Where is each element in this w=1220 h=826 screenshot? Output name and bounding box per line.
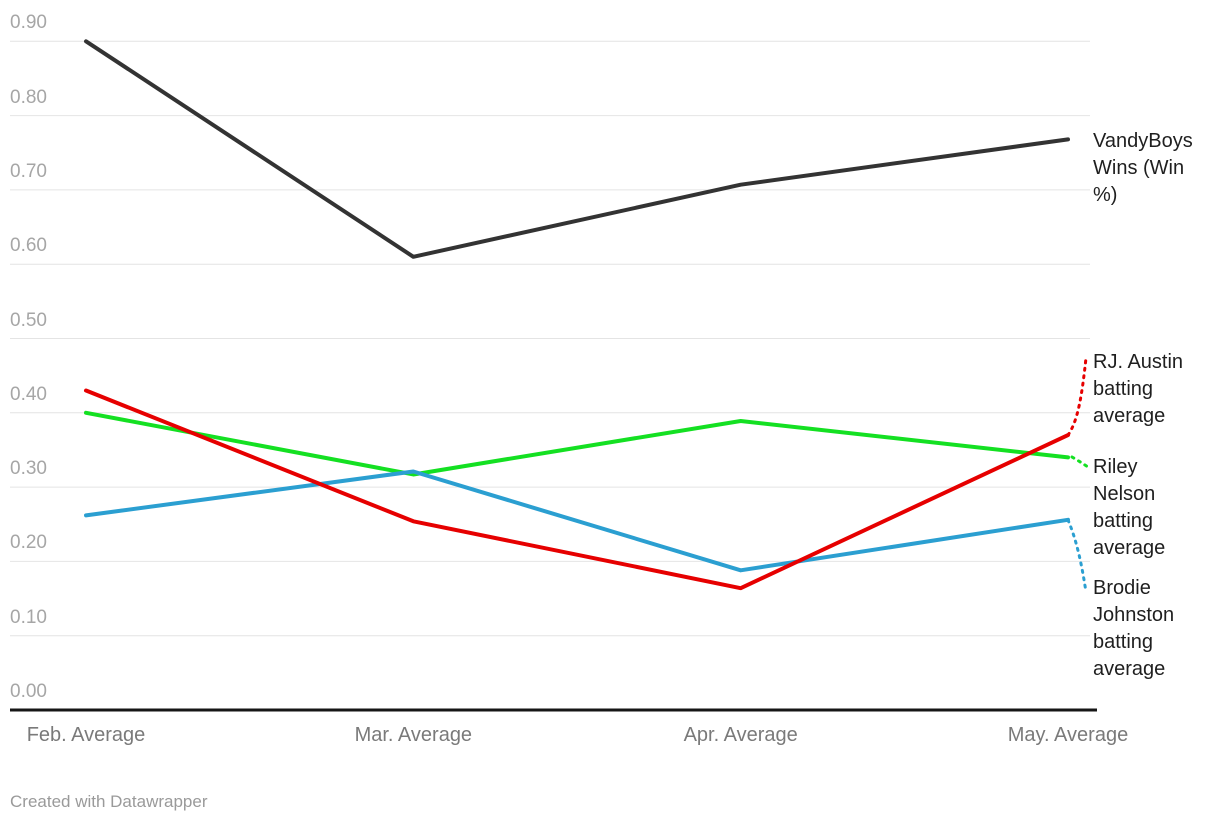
- x-tick-label-mar-average: Mar. Average: [354, 724, 473, 746]
- series-label-line: batting: [1093, 631, 1154, 653]
- series-label-line: average: [1093, 537, 1166, 559]
- y-tick-label-0.40: 0.40: [10, 383, 47, 405]
- series-label-line: Brodie: [1093, 577, 1151, 599]
- y-tick-label-0.20: 0.20: [10, 532, 47, 554]
- x-tick-label-apr-average: Apr. Average: [683, 724, 798, 746]
- y-tick-label-0.80: 0.80: [10, 86, 47, 108]
- series-line-brodie-johnston-batting-average: [84, 469, 1070, 573]
- x-tick-label-feb-average: Feb. Average: [26, 724, 146, 746]
- series-label-line: batting: [1093, 510, 1154, 532]
- leader-line-rj-austin-batting-average: [1066, 356, 1088, 437]
- y-tick-label-0.70: 0.70: [10, 160, 47, 182]
- series-label-brodie-johnston-batting-average: Brodie Johnston batting average: [1093, 575, 1220, 683]
- series-line-riley-nelson-batting-average: [84, 410, 1070, 477]
- series-label-line: average: [1093, 405, 1166, 427]
- series-line-rj-austin-batting-average: [84, 388, 1070, 591]
- attribution-text: Created with Datawrapper: [10, 792, 208, 811]
- series-label-riley-nelson-batting-average: Riley Nelson batting average: [1093, 454, 1220, 562]
- series-label-rj-austin-batting-average: RJ. Austin batting average: [1093, 349, 1220, 430]
- y-tick-label-0.60: 0.60: [10, 235, 47, 257]
- series-label-line: batting: [1093, 378, 1154, 400]
- y-tick-label-0.50: 0.50: [10, 309, 47, 331]
- series-label-line: Riley: [1093, 456, 1138, 478]
- series-label-line: VandyBoys: [1093, 130, 1193, 152]
- series-label-line: average: [1093, 658, 1166, 680]
- y-tick-label-0.90: 0.90: [10, 12, 47, 34]
- series-label-line: %): [1093, 184, 1118, 206]
- y-tick-label-0.00: 0.00: [10, 681, 47, 702]
- y-tick-label-0.10: 0.10: [10, 606, 47, 628]
- series-label-line: Nelson: [1093, 483, 1156, 505]
- y-tick-label-0.30: 0.30: [10, 458, 47, 480]
- x-tick-label-may-average: May. Average: [1007, 724, 1129, 746]
- leader-line-brodie-johnston-batting-average: [1066, 518, 1088, 594]
- series-label-line: Wins (Win: [1093, 157, 1185, 179]
- leader-line-riley-nelson-batting-average: [1070, 455, 1093, 471]
- series-line-vandyboys-wins-win: [84, 39, 1070, 259]
- series-label-line: Johnston: [1093, 604, 1175, 626]
- series-label-line: RJ. Austin: [1093, 351, 1184, 373]
- series-label-vandyboys-wins-win: VandyBoys Wins (Win%): [1093, 128, 1220, 209]
